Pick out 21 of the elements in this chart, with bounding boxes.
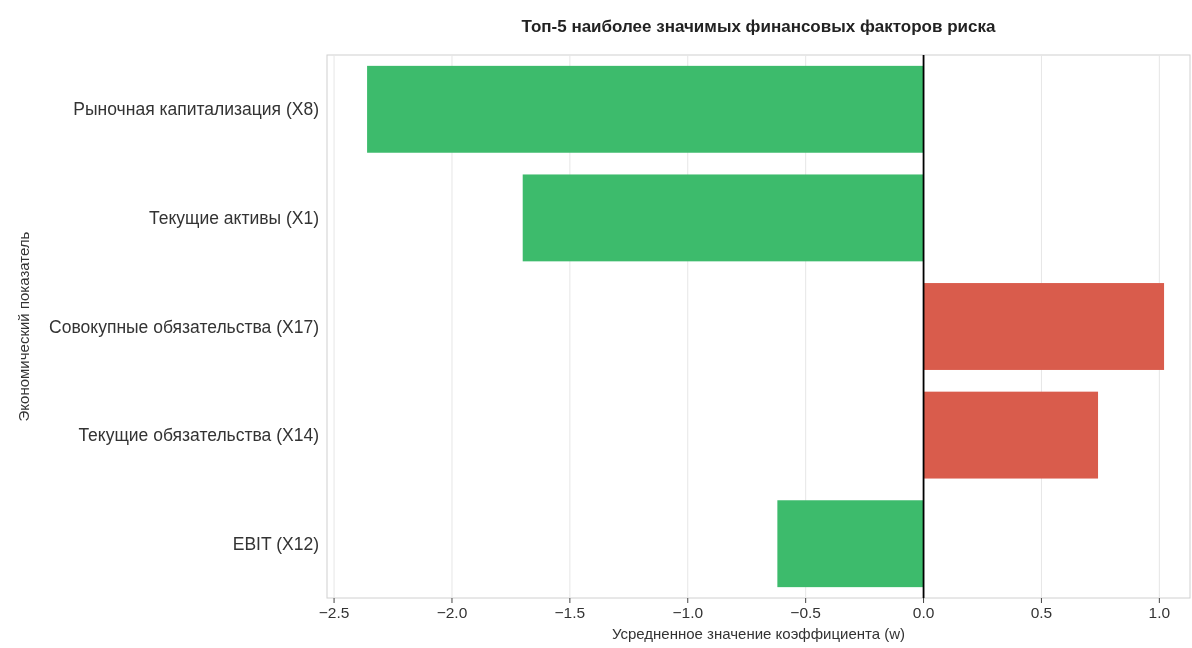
bar: [923, 283, 1165, 370]
x-tick-label: 0.5: [1030, 604, 1053, 621]
y-tick-label: Рыночная капитализация (X8): [73, 99, 319, 120]
x-tick-label: −2.5: [318, 604, 350, 621]
x-tick-label: −2.0: [436, 604, 468, 621]
y-tick-label: Текущие обязательства (X14): [78, 425, 319, 446]
bar: [522, 174, 924, 262]
y-tick-label: Текущие активы (X1): [149, 208, 319, 229]
bar: [367, 65, 924, 153]
y-tick-label: EBIT (X12): [232, 533, 319, 554]
x-tick-label: −1.5: [554, 604, 586, 621]
x-tick-label: −0.5: [790, 604, 821, 621]
bar: [923, 391, 1099, 479]
y-tick-label: Совокупные обязательства (X17): [49, 316, 319, 337]
chart-title: Топ-5 наиболее значимых финансовых факторов риска: [521, 17, 996, 36]
x-axis-title: Усредненное значение коэффициента (w): [611, 625, 906, 642]
x-tick-label: −1.0: [672, 604, 704, 621]
y-axis-title: Экономический показатель: [15, 231, 33, 422]
bar: [777, 500, 924, 588]
x-tick-label: 1.0: [1148, 604, 1171, 621]
x-tick-label: 0.0: [912, 604, 935, 621]
